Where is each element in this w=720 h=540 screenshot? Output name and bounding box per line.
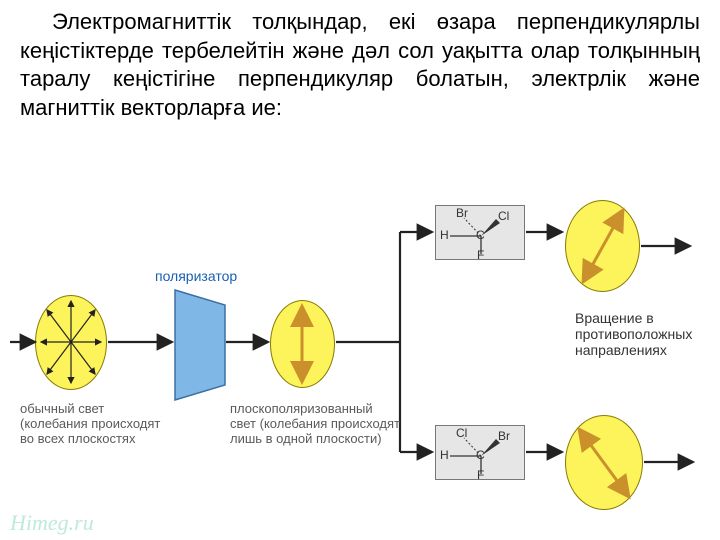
intro-paragraph: Электромагниттік толқындар, екі өзара пе… (0, 0, 720, 122)
rotation-caption: Вращение в противоположных направлениях (575, 310, 715, 358)
mol-top-cl: Cl (498, 209, 509, 223)
ordinary-light-caption: обычный свет (колебания происходят во вс… (20, 402, 170, 447)
mol-top-br: Br (456, 206, 468, 220)
polarization-diagram: C Br Cl H F C Cl Br H F поляризатор обыч… (0, 170, 720, 540)
rotated-ellipse-top (565, 200, 640, 292)
unpolarized-light-ellipse (35, 295, 107, 390)
plane-polarized-caption: плоскополяризованный свет (колебания про… (230, 402, 400, 447)
watermark: Himeg.ru (10, 510, 94, 536)
mol-top-c: C (476, 228, 485, 242)
mol-bot-br: Br (498, 429, 510, 443)
mol-bot-c: C (476, 448, 485, 462)
mol-bot-h: H (440, 448, 449, 462)
mol-top-f: F (477, 248, 484, 262)
mol-bot-f: F (477, 468, 484, 482)
molecule-bottom: C Cl Br H F (435, 425, 525, 480)
molecule-top: C Br Cl H F (435, 205, 525, 260)
mol-top-h: H (440, 228, 449, 242)
mol-bot-cl: Cl (456, 426, 467, 440)
polarizer-label: поляризатор (155, 268, 237, 284)
rotated-ellipse-bottom (565, 415, 643, 510)
plane-polarized-ellipse (270, 300, 335, 388)
